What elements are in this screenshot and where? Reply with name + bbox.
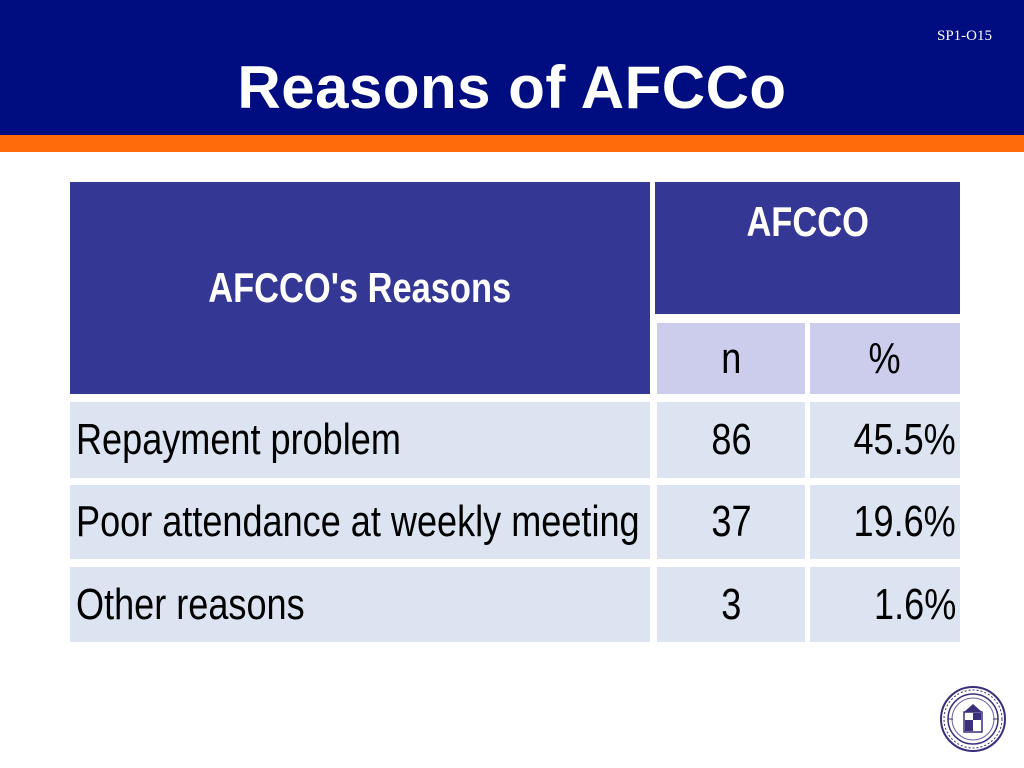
header-pct-label: % (868, 333, 902, 383)
row-reason-text: Repayment problem (76, 415, 401, 464)
accent-stripe (0, 135, 1024, 152)
row-n-value: 37 (710, 497, 752, 546)
table-row-reason: Poor attendance at weekly meeting (70, 485, 650, 559)
table-row-n: 37 (657, 485, 805, 559)
header-n-cell: n (657, 323, 805, 394)
row-reason-text: Other reasons (76, 579, 305, 629)
table-row-pct: 1.6% (810, 567, 960, 642)
table-row-pct: 45.5% (810, 402, 960, 478)
table-row-reason: Repayment problem (70, 402, 650, 478)
row-n-value: 86 (710, 415, 752, 464)
row-pct-value: 45.5% (853, 415, 956, 464)
title-bar: SP1-O15 Reasons of AFCCo (0, 0, 1024, 135)
row-reason-text: Poor attendance at weekly meeting (76, 497, 640, 546)
row-pct-value: 19.6% (853, 497, 956, 546)
header-n-label: n (720, 333, 742, 383)
university-seal-icon (940, 686, 1006, 752)
header-reasons-label: AFCCO's Reasons (208, 264, 512, 311)
table-row-pct: 19.6% (810, 485, 960, 559)
table-row-reason: Other reasons (70, 567, 650, 642)
header-reasons-cell: AFCCO's Reasons (70, 182, 650, 394)
table-row-n: 86 (657, 402, 805, 478)
header-group-cell: AFCCO (655, 182, 960, 314)
reasons-table: AFCCO's Reasons AFCCO n % Repayment prob… (70, 182, 965, 648)
slide-code: SP1-O15 (936, 28, 992, 44)
header-pct-cell: % (810, 323, 960, 394)
row-pct-value: 1.6% (873, 579, 956, 629)
table-row-n: 3 (657, 567, 805, 642)
row-n-value: 3 (720, 579, 742, 629)
slide-title: Reasons of AFCCo (237, 54, 787, 121)
header-group-label: AFCCO (746, 198, 869, 245)
